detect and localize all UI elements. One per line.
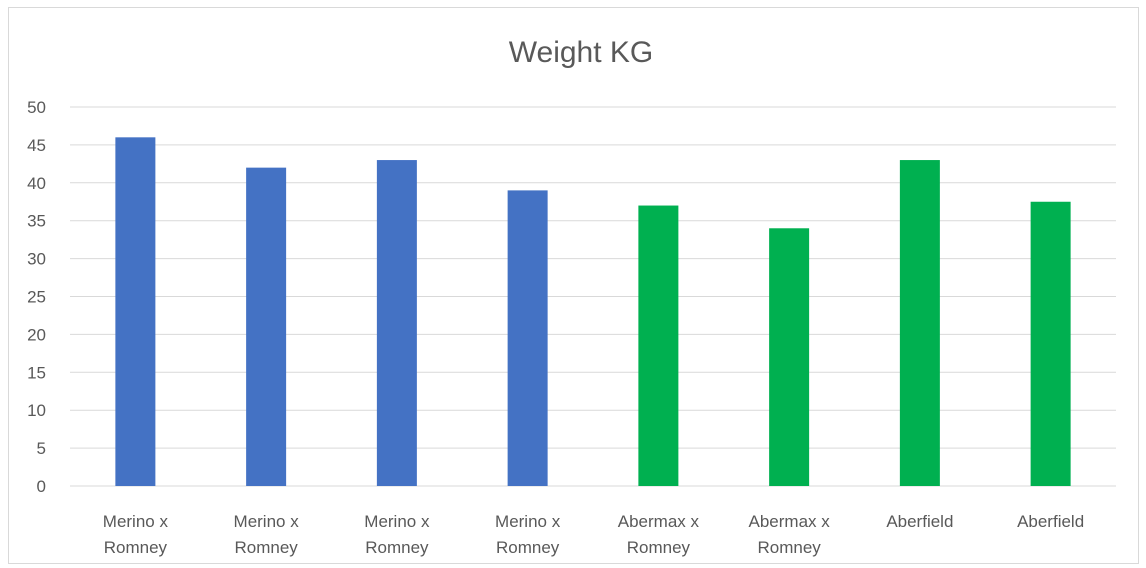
x-category-label-line: Romney xyxy=(757,538,821,557)
bar xyxy=(638,205,679,487)
gridlines xyxy=(70,106,1116,487)
x-category-label-line: Aberfield xyxy=(886,512,953,531)
x-category-label-line: Romney xyxy=(234,538,298,557)
chart-frame xyxy=(8,7,1139,564)
x-category-label-line: Merino x xyxy=(103,512,169,531)
x-category-label-line: Merino x xyxy=(234,512,300,531)
x-category-label-line: Abermax x xyxy=(618,512,700,531)
bar xyxy=(376,160,417,486)
y-tick-label: 10 xyxy=(27,401,46,420)
x-category-label-line: Romney xyxy=(496,538,560,557)
y-axis-ticks: 0 5 10 15 20 25 30 35 40 45 50 xyxy=(27,98,46,496)
y-tick-label: 35 xyxy=(27,212,46,231)
bars xyxy=(115,137,1071,487)
y-tick-label: 25 xyxy=(27,288,46,307)
x-category-label: Merino x Romney xyxy=(364,512,430,557)
y-tick-label: 20 xyxy=(27,325,46,344)
y-tick-label: 15 xyxy=(27,363,46,382)
bar xyxy=(507,190,548,486)
x-category-label-line: Abermax x xyxy=(749,512,831,531)
x-category-label-line: Romney xyxy=(104,538,168,557)
x-category-label: Merino x Romney xyxy=(234,512,300,557)
x-category-label: Aberfield xyxy=(1017,512,1084,531)
y-tick-label: 0 xyxy=(37,477,46,496)
y-tick-label: 45 xyxy=(27,136,46,155)
bar xyxy=(769,228,810,486)
x-axis-labels: Merino x Romney Merino x Romney Merino x Romn… xyxy=(103,512,1084,557)
x-category-label: Aberfield xyxy=(886,512,953,531)
bar xyxy=(246,167,287,486)
y-tick-label: 40 xyxy=(27,174,46,193)
x-category-label-line: Merino x xyxy=(364,512,430,531)
y-tick-label: 30 xyxy=(27,250,46,269)
y-tick-label: 5 xyxy=(37,439,46,458)
x-category-label: Abermax x Romney xyxy=(749,512,831,557)
x-category-label-line: Merino x xyxy=(495,512,561,531)
chart-title: Weight KG xyxy=(509,36,654,69)
bar xyxy=(899,160,940,486)
bar xyxy=(115,137,156,486)
bar xyxy=(1030,201,1071,486)
x-category-label: Abermax x Romney xyxy=(618,512,700,557)
x-category-label: Merino x Romney xyxy=(495,512,561,557)
x-category-label-line: Romney xyxy=(627,538,691,557)
y-tick-label: 50 xyxy=(27,98,46,117)
x-category-label-line: Romney xyxy=(365,538,429,557)
x-category-label: Merino x Romney xyxy=(103,512,169,557)
x-category-label-line: Aberfield xyxy=(1017,512,1084,531)
